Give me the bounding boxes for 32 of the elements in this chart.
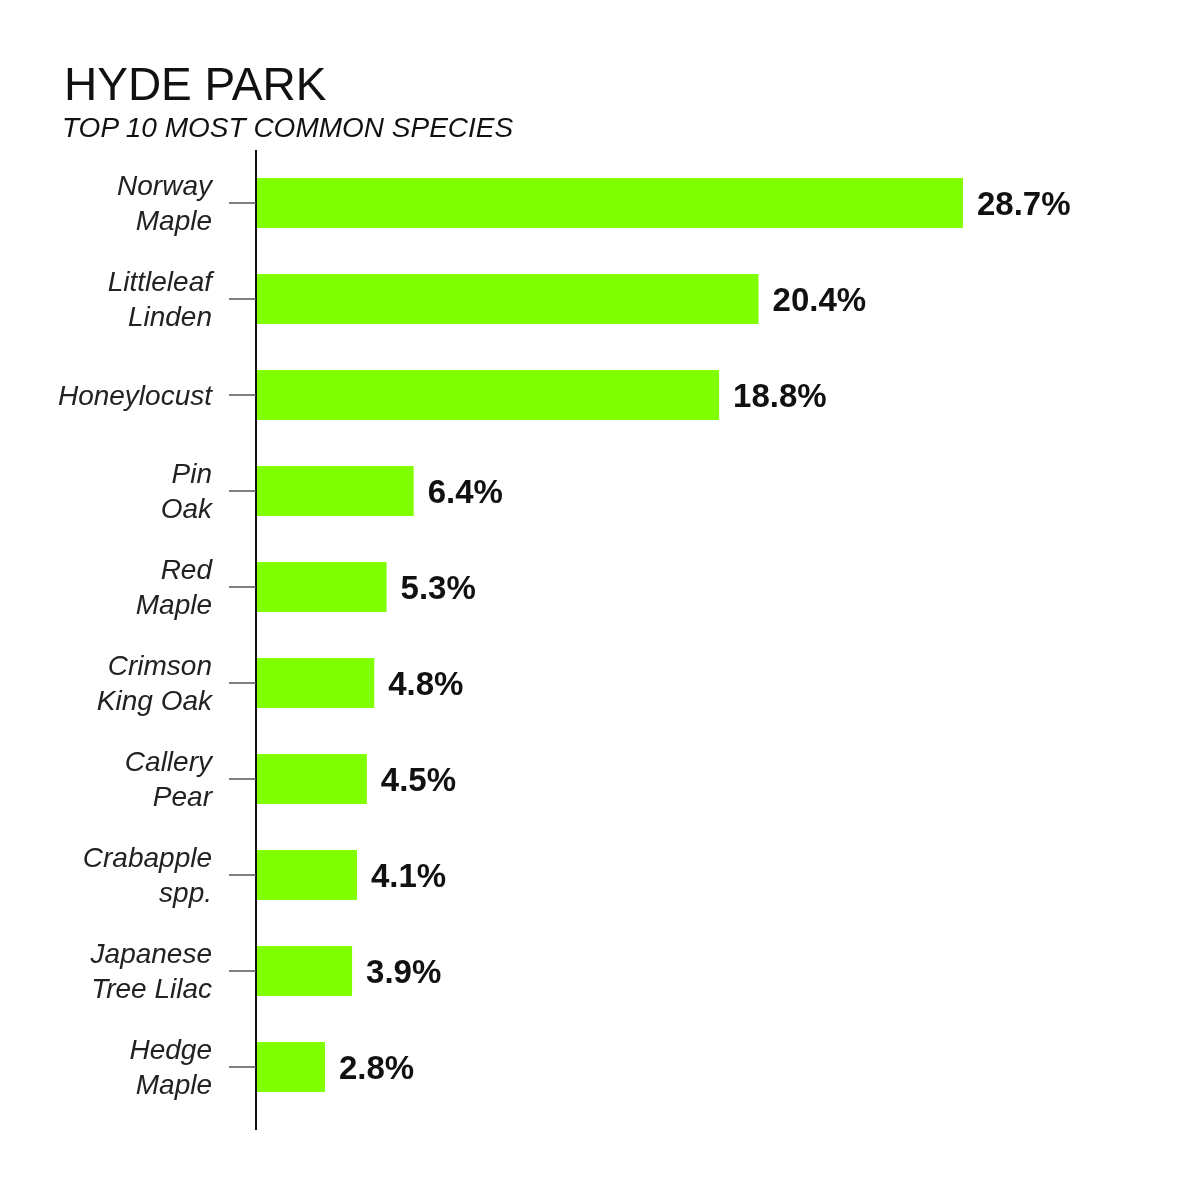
data-label: 4.8% <box>388 664 464 702</box>
bar <box>256 466 414 516</box>
bar <box>256 562 387 612</box>
bar <box>256 1042 325 1092</box>
y-tick-label: Red Maple <box>135 554 214 621</box>
data-label: 2.8% <box>338 1048 415 1086</box>
data-label: 28.7% <box>977 184 1071 222</box>
data-label: 6.4% <box>427 472 503 510</box>
data-label: 4.1% <box>371 856 447 894</box>
chart-subtitle: TOP 10 MOST COMMON SPECIES <box>62 112 514 143</box>
data-label: 5.3% <box>400 568 476 606</box>
y-tick-label: Hedge Maple <box>129 1034 212 1101</box>
bar <box>256 850 357 900</box>
data-label: 20.4% <box>772 280 867 318</box>
y-tick-label: Crabapple spp. <box>82 842 212 909</box>
y-tick-label: Norway Maple <box>117 170 214 237</box>
data-label: 3.9% <box>366 952 442 990</box>
chart-title: HYDE PARK <box>64 58 327 110</box>
bar <box>256 178 963 228</box>
bar <box>256 754 367 804</box>
y-tick-label: Honeylocust <box>57 379 214 411</box>
bar <box>256 658 375 708</box>
data-label: 4.5% <box>380 760 457 798</box>
y-tick-label: Crimson King Oak <box>96 650 214 717</box>
y-tick-label: Littleleaf Linden <box>107 266 216 333</box>
bar <box>256 274 759 324</box>
y-tick-label: Callery Pear <box>124 746 214 813</box>
bar <box>256 946 353 996</box>
bar <box>256 370 720 420</box>
y-tick-label: Pin Oak <box>160 458 214 525</box>
y-tick-label: Japanese Tree Lilac <box>89 938 212 1005</box>
data-label: 18.8% <box>733 376 827 414</box>
